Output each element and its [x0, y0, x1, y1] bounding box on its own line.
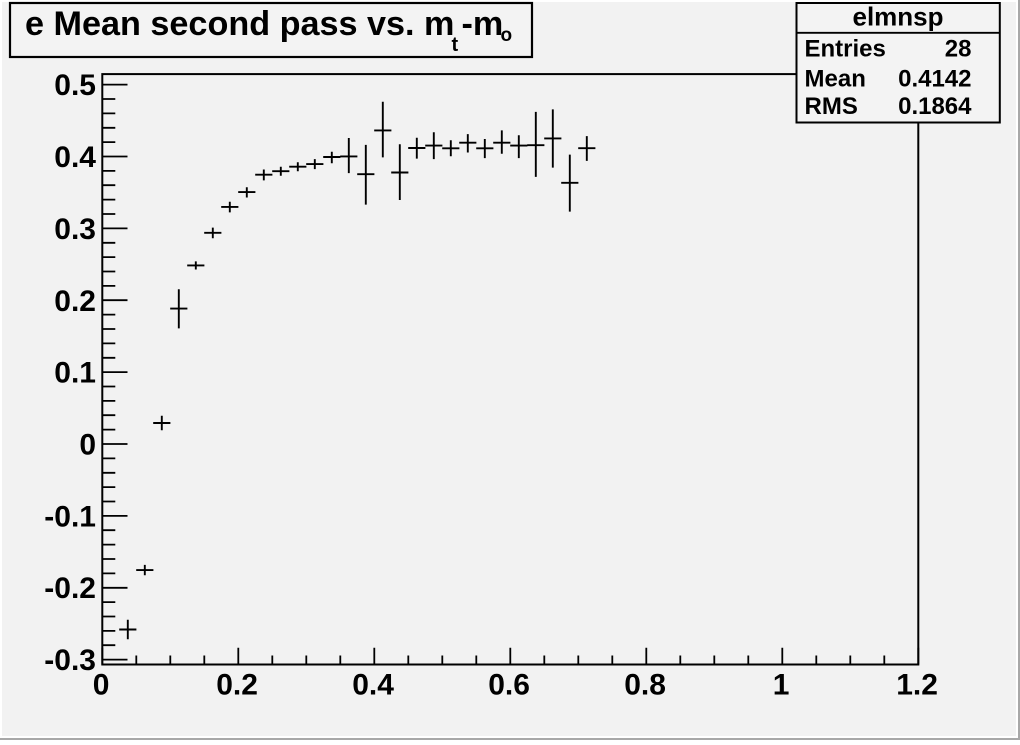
svg-text:0.1: 0.1: [54, 357, 96, 390]
svg-text:0.2: 0.2: [216, 669, 258, 702]
svg-text:0.4: 0.4: [352, 669, 394, 702]
svg-text:1.2: 1.2: [896, 669, 938, 702]
svg-text:0: 0: [93, 669, 110, 702]
svg-text:e Mean second pass vs. m: e Mean second pass vs. m: [25, 5, 454, 43]
svg-text:0: 0: [79, 429, 96, 462]
svg-text:RMS: RMS: [805, 93, 858, 120]
svg-text:elmnsp: elmnsp: [852, 2, 943, 32]
svg-text:-m: -m: [462, 5, 504, 43]
svg-text:0.4: 0.4: [54, 141, 96, 174]
svg-text:28: 28: [945, 36, 972, 63]
svg-text:-0.3: -0.3: [44, 644, 96, 677]
svg-text:0.4142: 0.4142: [898, 65, 971, 92]
svg-text:0.6: 0.6: [488, 669, 530, 702]
svg-text:Mean: Mean: [805, 65, 866, 92]
svg-text:o: o: [501, 25, 513, 46]
svg-text:t: t: [452, 34, 459, 56]
svg-text:0.3: 0.3: [54, 213, 96, 246]
svg-text:0.2: 0.2: [54, 285, 96, 318]
svg-text:0.8: 0.8: [624, 669, 666, 702]
svg-text:1: 1: [773, 669, 790, 702]
svg-text:0.1864: 0.1864: [898, 93, 972, 120]
svg-text:Entries: Entries: [805, 36, 886, 63]
svg-text:-0.2: -0.2: [44, 572, 96, 605]
svg-text:-0.1: -0.1: [44, 500, 96, 533]
svg-text:0.5: 0.5: [54, 69, 96, 102]
